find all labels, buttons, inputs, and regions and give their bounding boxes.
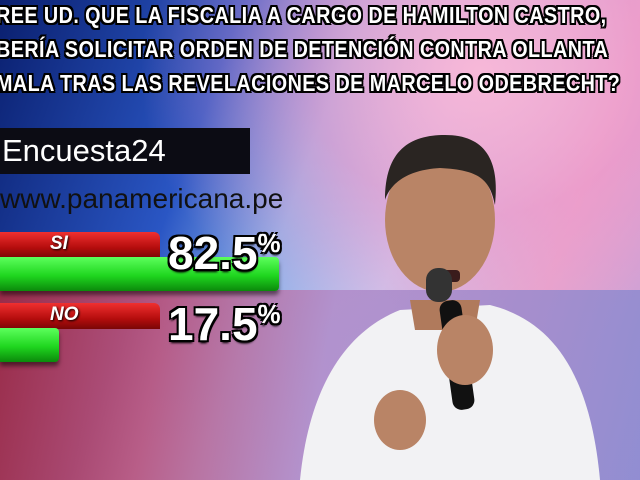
bar-label-background-si	[0, 232, 160, 258]
question-line-2: BERÍA SOLICITAR ORDEN DE DETENCIÓN CONTR…	[0, 36, 609, 62]
category-label: SI	[50, 233, 68, 254]
percent-sign: %	[257, 228, 281, 258]
bar-si	[0, 257, 279, 291]
website-url: www.panamericana.pe	[0, 183, 284, 214]
question-line-3: MALA TRAS LAS REVELACIONES DE MARCELO OD…	[0, 70, 621, 96]
bar-label-background-no	[0, 303, 160, 329]
value-number: 17.5	[168, 298, 258, 350]
percent-sign: %	[257, 299, 281, 329]
bar-no	[0, 328, 59, 362]
category-label: NO	[50, 304, 79, 325]
value-label: 17.5%	[168, 297, 281, 351]
speaker-photo	[300, 135, 600, 480]
poll-brand: Encuesta24	[0, 128, 250, 174]
value-label: 82.5%	[168, 226, 281, 280]
value-number: 82.5	[168, 227, 258, 279]
question-line-1: REE UD. QUE LA FISCALIA A CARGO DE HAMIL…	[0, 2, 607, 28]
